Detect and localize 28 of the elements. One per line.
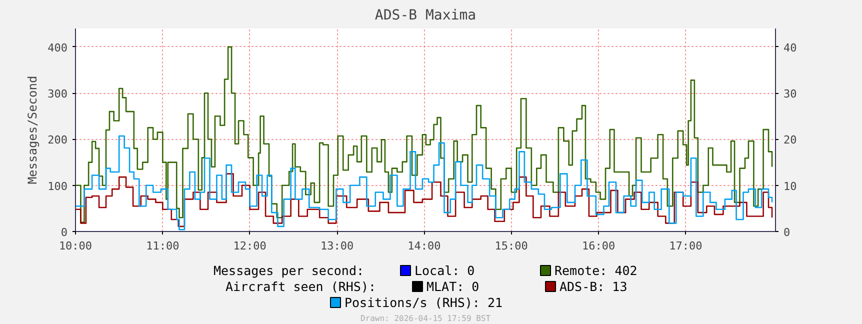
text: Aircraft seen (RHS): [226, 279, 376, 294]
y-tick-label: 400 [48, 41, 68, 54]
x-tick-label: 12:00 [233, 240, 266, 252]
chart-title: ADS-B Maxima [374, 8, 476, 24]
y-tick-label: 300 [48, 88, 68, 101]
x-tick-label: 17:00 [669, 240, 702, 252]
y-tick-label: 100 [48, 180, 68, 193]
y2-tick-label: 30 [784, 88, 797, 101]
y2-tick-label: 10 [784, 180, 797, 193]
x-tick-label: 14:00 [408, 240, 441, 252]
y-tick-label: 0 [60, 226, 68, 239]
x-tick-label: 11:00 [146, 240, 180, 252]
x-tick-label: 16:00 [582, 240, 616, 252]
legend-label: Positions/s (RHS): 21 [344, 295, 503, 310]
y-tick-label: 200 [48, 134, 68, 147]
text: Messages per second: [214, 263, 364, 278]
y2-tick-label: 0 [784, 226, 790, 239]
legend-label: MLAT: 0 [426, 279, 480, 294]
legend-label: Remote: 402 [554, 263, 638, 278]
text: Drawn: 2026-04-15 17:59 BST [360, 314, 491, 323]
x-tick-label: 15:00 [494, 240, 528, 252]
legend-label: Local: 0 [414, 263, 475, 278]
y2-tick-label: 20 [784, 134, 797, 147]
legend-label: ADS-B: 13 [560, 279, 628, 294]
x-tick-label: 13:00 [320, 240, 354, 252]
x-tick-label: 10:00 [58, 240, 92, 252]
y-axis-title: Messages/Second [26, 76, 40, 184]
y2-tick-label: 40 [784, 41, 797, 54]
